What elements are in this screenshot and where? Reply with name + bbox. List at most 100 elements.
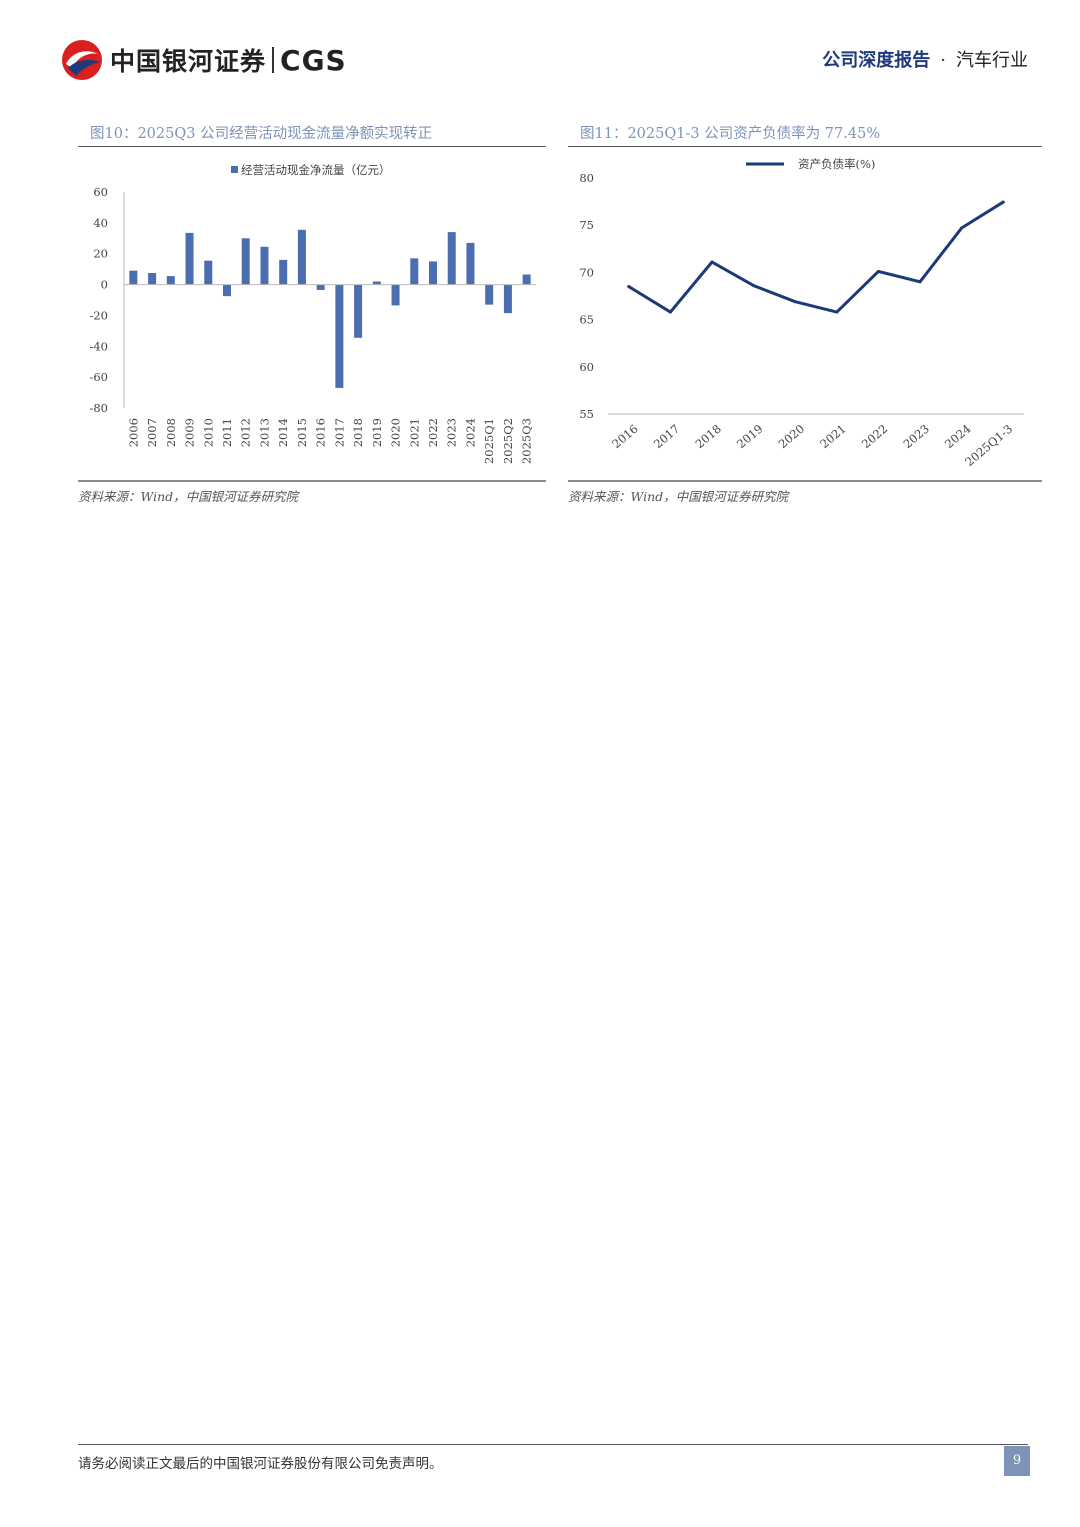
bar <box>241 238 250 285</box>
x-tick-label: 2008 <box>164 418 178 447</box>
bar <box>204 260 213 285</box>
x-tick-label: 2022 <box>859 422 890 452</box>
x-tick-label: 2007 <box>145 418 159 447</box>
bar <box>260 246 269 285</box>
x-tick-label: 2022 <box>426 418 440 447</box>
y-tick-label: -60 <box>89 370 108 384</box>
bar <box>316 284 325 290</box>
x-tick-label: 2015 <box>295 418 309 447</box>
y-tick-label: 80 <box>579 171 594 185</box>
footer-rule <box>78 1444 1028 1445</box>
bar <box>354 284 363 338</box>
y-tick-label: 55 <box>579 407 594 421</box>
legend-swatch <box>231 166 238 173</box>
figure-10-title: 图10：2025Q3 公司经营活动现金流量净额实现转正 <box>90 126 433 142</box>
data-point <box>876 269 880 273</box>
data-point <box>835 310 839 314</box>
bar <box>372 281 381 285</box>
x-tick-label: 2020 <box>389 418 403 447</box>
x-tick-label: 2017 <box>332 418 346 447</box>
bar <box>279 259 288 285</box>
industry-label: 汽车行业 <box>956 50 1028 71</box>
x-tick-label: 2021 <box>407 418 421 447</box>
report-kind: 公司深度报告 <box>822 50 931 71</box>
data-point <box>960 226 964 230</box>
bar <box>522 274 531 285</box>
data-point <box>793 300 797 304</box>
x-tick-label: 2011 <box>220 418 234 447</box>
x-tick-label: 2010 <box>201 418 215 447</box>
legend-label: 资产负债率(%) <box>798 157 875 171</box>
figure-11-title: 图11：2025Q1-3 公司资产负债率为 77.45% <box>580 126 881 142</box>
x-tick-label: 2019 <box>734 422 765 452</box>
figure-11-top-rule <box>568 146 1042 147</box>
bar <box>335 284 344 388</box>
bar <box>391 284 400 306</box>
x-tick-label: 2014 <box>276 418 290 447</box>
x-tick-label: 2012 <box>239 418 253 447</box>
bar <box>223 284 231 297</box>
data-point <box>627 285 631 289</box>
x-tick-label: 2025Q3 <box>520 418 534 464</box>
data-point <box>1001 200 1005 204</box>
y-tick-label: 60 <box>579 360 594 374</box>
page-header: 中国银河证券 CGS 公司深度报告 · 汽车行业 <box>0 0 1080 110</box>
y-tick-label: 60 <box>93 185 108 199</box>
report-type: 公司深度报告 · 汽车行业 <box>822 46 1028 72</box>
figure-11-source: 资料来源：Wind，中国银河证券研究院 <box>568 489 789 504</box>
x-tick-label: 2024 <box>942 422 973 452</box>
header-separator: · <box>940 50 946 71</box>
bar <box>297 229 306 285</box>
brand-name-en: CGS <box>280 43 347 77</box>
x-tick-label: 2025Q2 <box>501 418 515 464</box>
y-tick-label: -80 <box>89 401 108 415</box>
bar <box>447 232 456 285</box>
x-tick-label: 2018 <box>351 418 365 447</box>
data-point <box>918 280 922 284</box>
figure-10-bottom-rule <box>78 480 546 482</box>
x-tick-label: 2017 <box>651 422 682 452</box>
y-tick-label: 75 <box>579 218 594 232</box>
x-tick-label: 2009 <box>183 418 197 447</box>
x-tick-label: 2023 <box>445 418 459 447</box>
x-tick-label: 2013 <box>257 418 271 447</box>
y-tick-label: 70 <box>579 265 594 279</box>
y-tick-label: 20 <box>93 247 108 261</box>
x-tick-label: 2023 <box>900 422 931 452</box>
brand-name-cn: 中国银河证券 <box>110 47 267 76</box>
bar <box>485 284 494 305</box>
x-tick-label: 2019 <box>370 418 384 447</box>
series-line <box>627 200 1005 314</box>
x-tick-label: 2018 <box>692 422 723 452</box>
bar <box>466 242 475 285</box>
legend-label: 经营活动现金净流量（亿元） <box>241 163 391 177</box>
x-tick-label: 2016 <box>314 418 328 447</box>
data-point <box>710 260 714 264</box>
brand-logo: 中国银河证券 CGS <box>60 38 347 82</box>
bar <box>410 258 419 285</box>
bar <box>148 273 157 285</box>
disclaimer: 请务必阅读正文最后的中国银河证券股份有限公司免责声明。 <box>78 1456 443 1472</box>
bar <box>429 261 437 285</box>
cgs-logo-icon <box>62 40 102 80</box>
data-point <box>752 284 756 288</box>
x-tick-label: 2025Q1 <box>482 418 496 464</box>
y-tick-label: -40 <box>89 339 108 353</box>
x-tick-label: 2021 <box>817 422 848 452</box>
y-tick-label: 40 <box>93 216 108 230</box>
x-tick-label: 2016 <box>609 422 640 452</box>
bar <box>503 284 512 314</box>
x-tick-label: 2020 <box>776 422 807 452</box>
figure-10-top-rule <box>78 146 546 147</box>
y-tick-label: -20 <box>89 308 108 322</box>
figure-10-source: 资料来源：Wind，中国银河证券研究院 <box>78 489 299 504</box>
bar <box>129 270 138 285</box>
data-point <box>668 310 672 314</box>
page-number: 9 <box>1004 1446 1030 1476</box>
cash-flow-bar-chart: 经营活动现金净流量（亿元） 60 40 20 0 -20 -40 -60 -80 2006 2007… <box>89 163 536 464</box>
bar <box>166 276 175 285</box>
x-tick-label: 2006 <box>126 418 140 447</box>
x-tick-label: 2024 <box>463 418 477 447</box>
debt-ratio-line-chart: 资产负债率(%) 80 75 70 65 60 55 2016 2017 2018 2019 2020… <box>579 157 1024 469</box>
y-tick-label: 0 <box>101 278 108 292</box>
